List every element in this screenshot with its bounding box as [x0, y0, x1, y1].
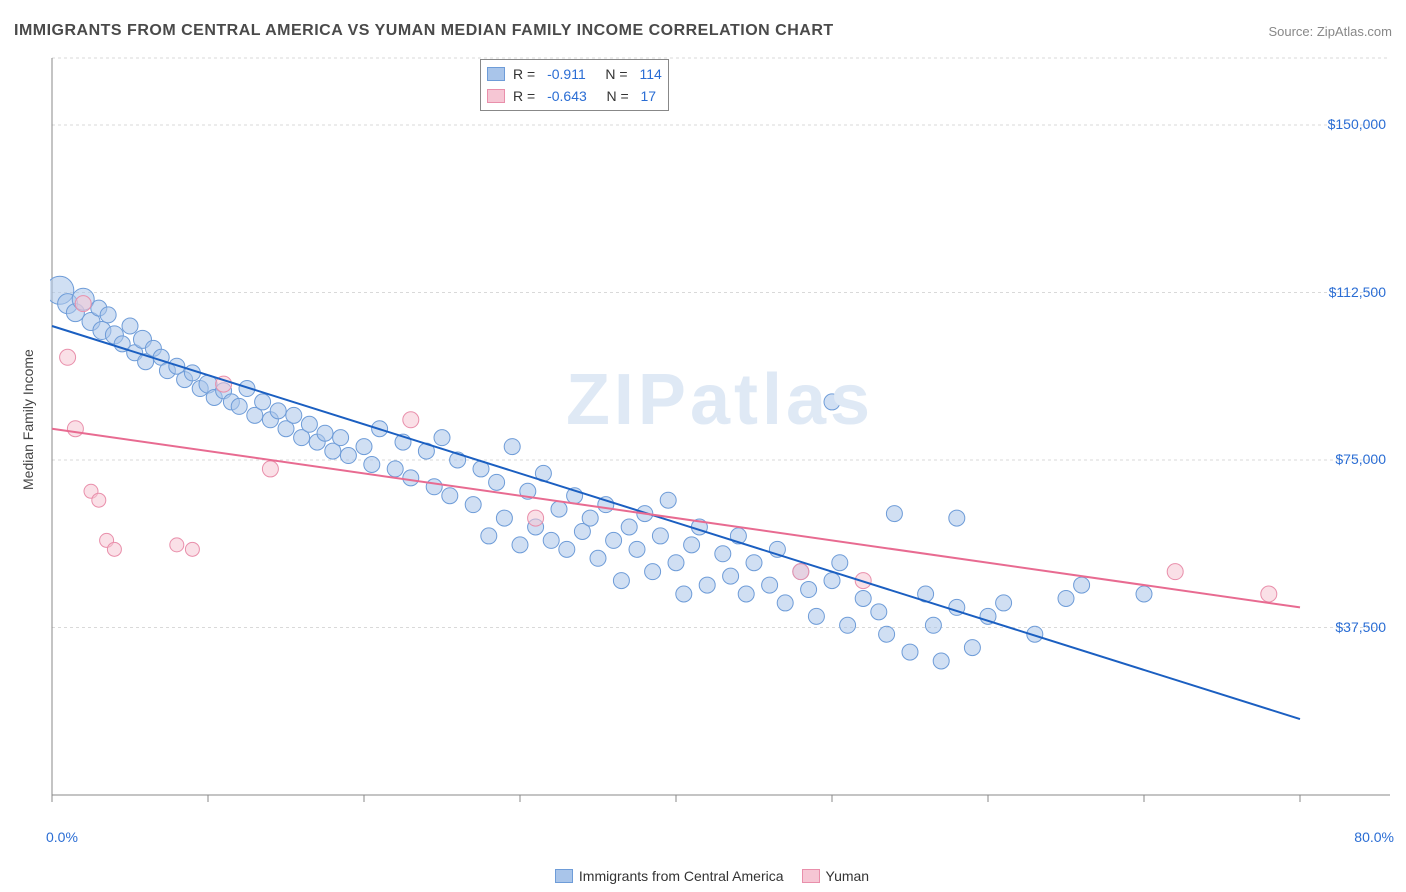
corr-r-label: R =	[513, 66, 539, 82]
series-ca	[50, 276, 1152, 669]
legend-label: Immigrants from Central America	[579, 868, 784, 884]
x-max-label: 80.0%	[1354, 829, 1394, 845]
plot-container: ZIPatlas R = -0.911 N = 114R = -0.643 N …	[50, 53, 1390, 823]
corr-n-value: 17	[641, 88, 657, 104]
correlation-box: R = -0.911 N = 114R = -0.643 N = 17	[480, 59, 669, 111]
header-row: IMMIGRANTS FROM CENTRAL AMERICA VS YUMAN…	[14, 22, 1392, 40]
legend-swatch-icon	[555, 869, 573, 883]
corr-n-value: 114	[639, 66, 661, 82]
y-tick-label: $150,000	[1328, 116, 1386, 132]
y-tick-label: $112,500	[1329, 284, 1386, 300]
corr-r-value: -0.643	[547, 88, 587, 104]
legend-swatch-icon	[802, 869, 820, 883]
y-axis-label: Median Family Income	[20, 349, 36, 490]
y-tick-label: $37,500	[1335, 619, 1386, 635]
corr-n-label: N =	[594, 66, 632, 82]
corr-r-label: R =	[513, 88, 539, 104]
swatch-icon	[487, 89, 505, 103]
series-yuman	[60, 296, 1277, 602]
corr-row-yuman: R = -0.643 N = 17	[487, 85, 662, 107]
source-prefix: Source:	[1268, 24, 1316, 39]
legend-label: Yuman	[826, 868, 870, 884]
series-legend: Immigrants from Central America Yuman	[0, 868, 1406, 884]
x-min-label: 0.0%	[46, 829, 78, 845]
swatch-icon	[487, 67, 505, 81]
chart-title: IMMIGRANTS FROM CENTRAL AMERICA VS YUMAN…	[14, 22, 834, 40]
source-link[interactable]: ZipAtlas.com	[1317, 24, 1392, 39]
scatter-plot	[50, 53, 1390, 823]
corr-r-value: -0.911	[547, 66, 586, 82]
corr-row-ca: R = -0.911 N = 114	[487, 63, 662, 85]
y-tick-label: $75,000	[1335, 451, 1386, 467]
corr-n-label: N =	[595, 88, 633, 104]
source-credit: Source: ZipAtlas.com	[1268, 24, 1392, 39]
